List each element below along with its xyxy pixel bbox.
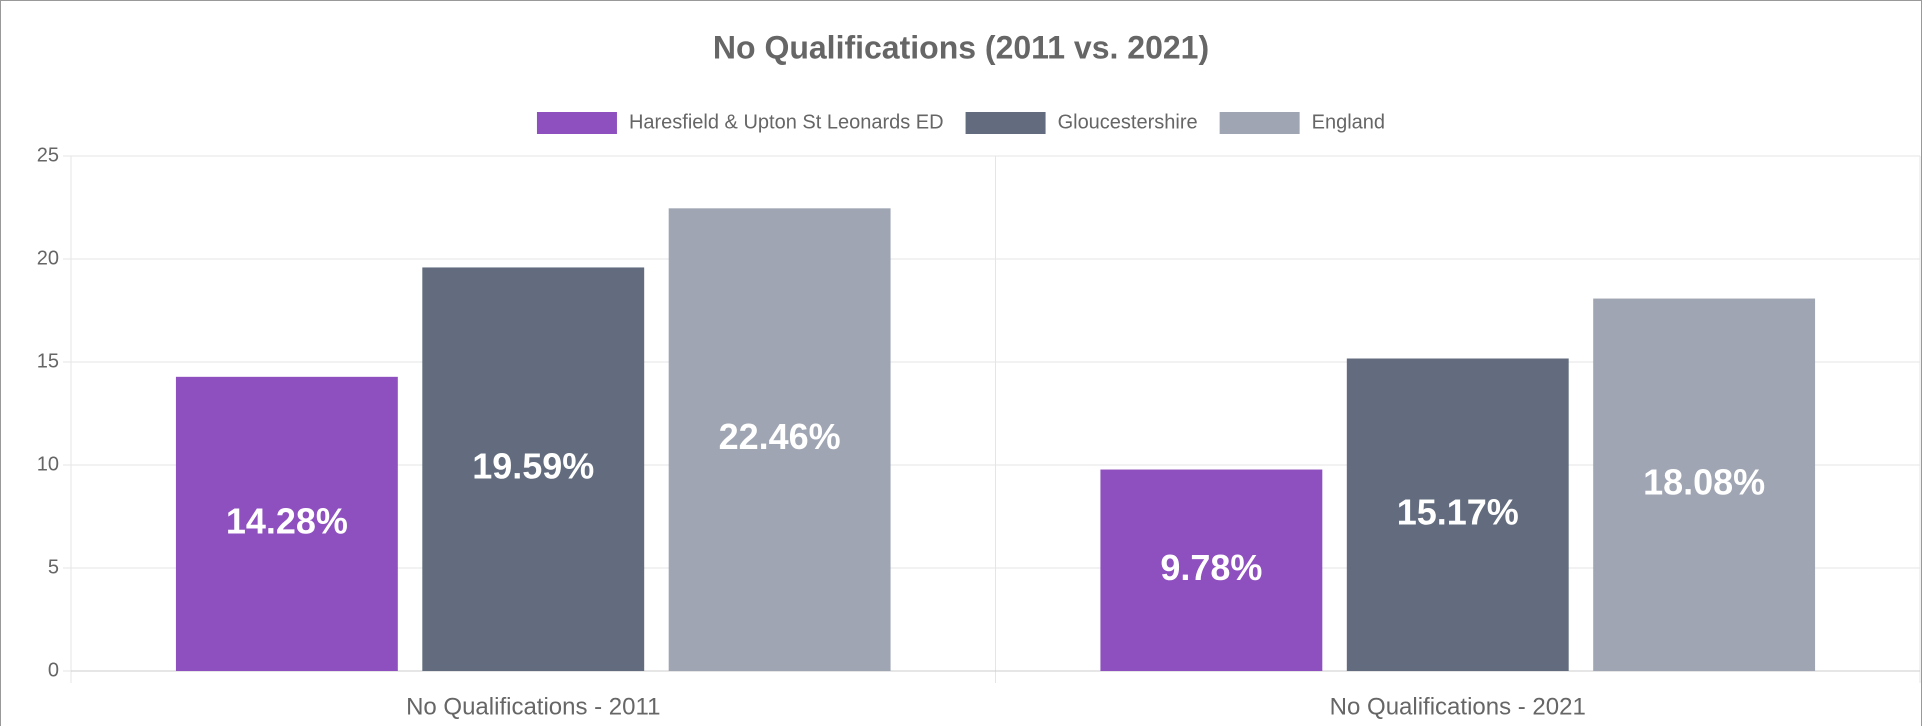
value-label: 19.59% [472,446,594,487]
value-label: 14.28% [226,500,348,541]
legend-swatch [965,112,1046,134]
legend: Haresfield & Upton St Leonards ED Glouces… [536,111,1385,134]
y-tick-label: 20 [37,247,59,269]
y-tick-label: 15 [37,350,59,372]
bar [1100,469,1323,671]
x-tick-label: No Qualifications - 2011 [406,693,660,720]
legend-label: England [1312,111,1385,133]
legend-swatch [1219,112,1300,134]
bar [668,208,891,671]
legend-label: Gloucestershire [1058,111,1198,133]
y-tick-label: 5 [48,556,59,578]
value-label: 15.17% [1397,491,1519,532]
chart-title: No Qualifications (2011 vs. 2021) [713,29,1209,65]
bar [1593,298,1816,671]
bar [422,267,645,671]
x-tick-label: No Qualifications - 2021 [1330,693,1586,720]
value-label: 9.78% [1160,547,1262,588]
bar [175,376,398,671]
y-tick-label: 25 [37,144,59,166]
legend-swatch [536,112,617,134]
y-tick-label: 10 [37,453,59,475]
y-tick-label: 0 [48,659,59,681]
value-label: 22.46% [719,416,841,457]
bar [1346,358,1569,671]
value-label: 18.08% [1643,461,1765,502]
legend-label: Haresfield & Upton St Leonards ED [629,111,944,133]
